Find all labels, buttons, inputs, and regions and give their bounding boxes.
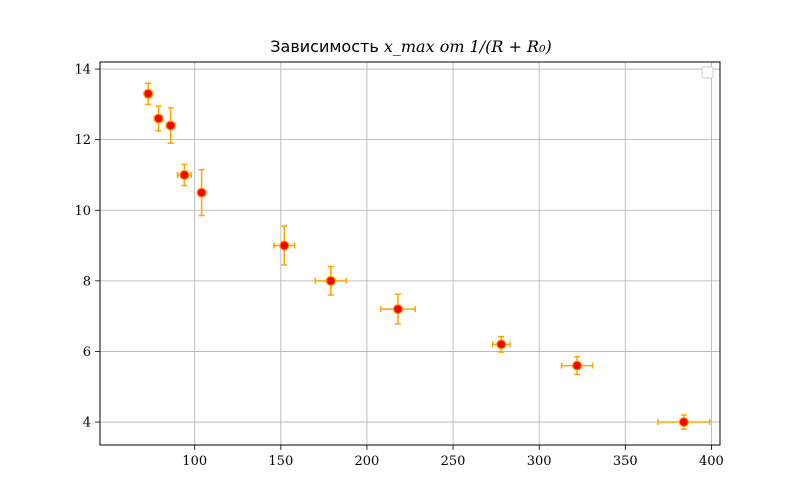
data-point — [678, 416, 689, 428]
y-axis-ticks: 4 6 8 10 12 14 — [74, 63, 100, 431]
data-point — [165, 120, 176, 131]
data-point — [571, 360, 583, 371]
y-tick-label: 12 — [74, 133, 91, 148]
x-tick-label: 150 — [268, 454, 293, 469]
x-tick-label: 100 — [182, 454, 207, 469]
data-markers — [143, 88, 689, 428]
chart-title: Зависимость x_max от 1/(R + R₀) — [270, 37, 551, 56]
x-axis-ticks: 100 150 200 250 300 350 400 — [182, 445, 724, 469]
y-tick-label: 8 — [83, 274, 91, 289]
chart-title-math: x_max от 1/(R + R₀) — [384, 37, 552, 56]
y-tick-label: 6 — [83, 345, 91, 360]
data-point — [496, 339, 507, 350]
legend-box — [701, 66, 714, 79]
data-point — [196, 187, 207, 198]
data-point — [153, 113, 164, 124]
data-point — [392, 303, 404, 315]
axes-frame — [99, 61, 721, 446]
x-tick-label: 300 — [527, 454, 552, 469]
data-point — [179, 169, 190, 181]
y-tick-label: 14 — [74, 63, 91, 78]
x-tick-label: 350 — [613, 454, 638, 469]
grid-lines — [100, 62, 720, 445]
y-tick-label: 4 — [83, 416, 91, 431]
plot-frame — [99, 61, 721, 446]
chart-title-prefix: Зависимость — [270, 37, 384, 56]
data-point — [279, 240, 290, 251]
data-point — [325, 275, 336, 286]
data-point — [143, 88, 154, 99]
x-tick-label: 250 — [441, 454, 466, 469]
x-tick-label: 200 — [355, 454, 380, 469]
x-tick-label: 400 — [699, 454, 724, 469]
y-tick-label: 10 — [74, 204, 91, 219]
